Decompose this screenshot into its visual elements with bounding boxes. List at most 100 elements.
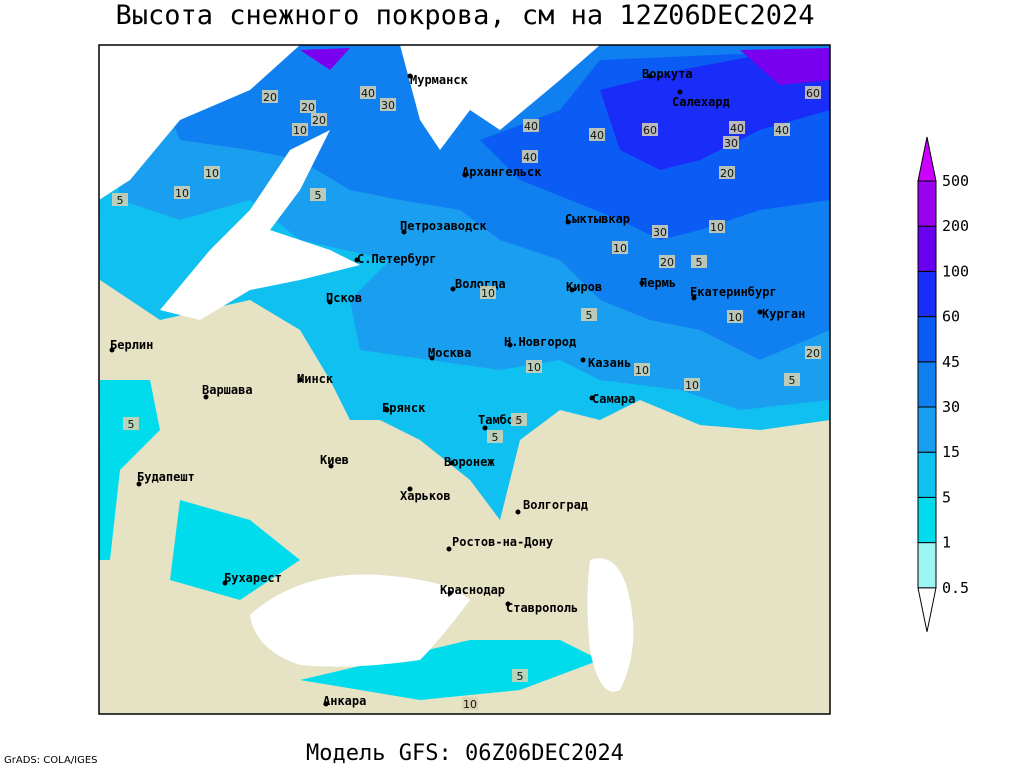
- contour-label: 40: [730, 122, 744, 135]
- contour-label-box: [123, 417, 139, 430]
- contour-label: 20: [660, 256, 674, 269]
- city-dot: [450, 286, 456, 292]
- contour-label-box: [380, 98, 396, 111]
- contour-label-box: [729, 121, 745, 134]
- city-label: Минск: [297, 372, 334, 386]
- city-label: Бухарест: [224, 571, 282, 585]
- contour-label: 60: [643, 124, 657, 137]
- city-dot: [323, 701, 329, 707]
- city-dot: [482, 425, 488, 431]
- contour-label-box: [659, 255, 675, 268]
- contour-label-box: [723, 136, 739, 149]
- colorbar-box: [917, 406, 937, 453]
- city-dot: [297, 377, 303, 383]
- contour-label-box: [684, 378, 700, 391]
- city-dot: [580, 357, 586, 363]
- city-label: Харьков: [400, 489, 451, 503]
- colorbar-bottom: [917, 587, 937, 632]
- norwegian-sea: [99, 45, 300, 200]
- city-label: Самара: [592, 392, 635, 406]
- colorbar-top: [917, 136, 937, 182]
- contour-label-box: [522, 150, 538, 163]
- contour-label: 5: [516, 414, 523, 427]
- colorbar-label: 100: [942, 262, 969, 280]
- city-dot: [647, 73, 653, 79]
- baltic-sea: [160, 130, 360, 320]
- city-label: Киров: [566, 280, 602, 294]
- city-label: Сыктывкар: [565, 212, 630, 226]
- contour-label: 5: [696, 256, 703, 269]
- contour-label-box: [805, 86, 821, 99]
- city-dot: [589, 395, 595, 401]
- contour-label-box: [589, 128, 605, 141]
- city-dot: [429, 355, 435, 361]
- city-dot: [462, 172, 468, 178]
- contour-label: 30: [381, 99, 395, 112]
- contour-label-box: [805, 346, 821, 359]
- city-label: Воркута: [642, 67, 693, 81]
- contour-label-box: [204, 166, 220, 179]
- contour-label-box: [360, 86, 376, 99]
- city-label: Брянск: [382, 401, 426, 415]
- contour-label: 20: [301, 101, 315, 114]
- city-label: Ставрополь: [506, 601, 578, 615]
- contour-label-box: [310, 188, 326, 201]
- contour-label-box: [652, 225, 668, 238]
- city-dot: [639, 280, 645, 286]
- colorbar-box: [917, 542, 937, 589]
- city-label: Екатеринбург: [690, 285, 777, 299]
- city-label: Анкара: [323, 694, 366, 708]
- caspian-sea: [587, 558, 634, 692]
- colorbar-label: 30: [942, 398, 960, 416]
- city-dot: [507, 342, 513, 348]
- colorbar-label: 5: [942, 488, 951, 506]
- contour-label-box: [642, 123, 658, 136]
- contour-label: 20: [806, 347, 820, 360]
- snow-1-5: [99, 380, 600, 700]
- city-label: С.Петербург: [357, 252, 436, 266]
- contour-label: 5: [315, 189, 322, 202]
- contour-label: 10: [685, 379, 699, 392]
- city-dot: [691, 295, 697, 301]
- contour-label: 10: [463, 698, 477, 711]
- contour-label: 40: [361, 87, 375, 100]
- contour-label: 20: [312, 114, 326, 127]
- city-label: Салехард: [672, 95, 730, 109]
- contour-label: 10: [728, 311, 742, 324]
- white-barents-sea: [400, 45, 600, 150]
- contour-label-box: [311, 113, 327, 126]
- city-dot: [328, 463, 334, 469]
- contour-label-box: [487, 430, 503, 443]
- contour-label: 10: [481, 287, 495, 300]
- contour-label: 30: [653, 226, 667, 239]
- contour-label-box: [511, 413, 527, 426]
- snow-60-100: [600, 55, 830, 170]
- city-dot: [327, 299, 333, 305]
- contour-label: 10: [635, 364, 649, 377]
- city-label: Краснодар: [440, 583, 505, 597]
- contour-label: 40: [524, 120, 538, 133]
- city-label: Москва: [428, 346, 471, 360]
- contour-labels: 60 20 40 30 20 10 20 10 40 60 40 40 30 20 40 10 5 40 10 30 2…: [112, 86, 821, 711]
- contour-label-box: [174, 186, 190, 199]
- contour-label: 30: [724, 137, 738, 150]
- contour-label: 5: [789, 374, 796, 387]
- contour-label-box: [526, 360, 542, 373]
- city-dot: [757, 309, 763, 315]
- contour-label: 40: [775, 124, 789, 137]
- colorbar-box: [917, 270, 937, 318]
- contour-label-box: [691, 255, 707, 268]
- colorbar-label: 45: [942, 353, 960, 371]
- city-label: Мурманск: [410, 73, 469, 87]
- map: [99, 45, 830, 714]
- city-dot: [565, 219, 571, 225]
- contour-label: 5: [128, 418, 135, 431]
- city-dot: [222, 580, 228, 586]
- city-label: Псков: [326, 291, 362, 305]
- title: Высота снежного покрова, см на 12Z06DEC2…: [116, 0, 815, 31]
- city-label: Варшава: [202, 383, 253, 397]
- contour-label: 20: [263, 91, 277, 104]
- contour-label: 5: [492, 431, 499, 444]
- city-label: Берлин: [110, 338, 153, 352]
